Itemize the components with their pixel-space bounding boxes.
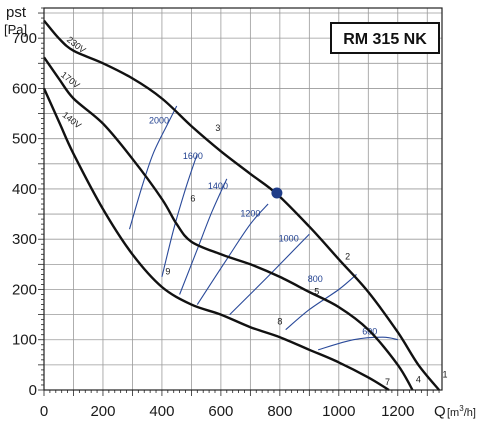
fan-curve-line [43,56,414,391]
rpm-curve [161,153,198,278]
rpm-curve [179,178,228,295]
y-tick-label: 700 [12,30,37,47]
y-axis-label: pst [6,4,27,21]
rpm-label: 1400 [208,181,228,191]
x-tick-label: 800 [267,403,292,420]
x-tick-label: 200 [90,403,115,420]
rpm-label: 1000 [279,234,299,244]
operating-point [271,187,283,199]
rpm-label: 800 [308,274,323,284]
rpm-curve [229,233,310,315]
fan-curve-line [43,19,441,391]
x-tick-label: 0 [40,403,48,420]
model-box: RM 315 NK [330,22,440,54]
point-number-label: 1 [442,369,447,379]
x-tick-label: 400 [149,403,174,420]
fan-curves [42,19,441,392]
voltage-label: 140V [60,110,83,131]
point-number-label: 4 [416,374,421,384]
rpm-label: 1200 [240,209,260,219]
rpm-label: 2000 [149,116,169,126]
point-number-label: 6 [190,194,195,204]
x-axis-label: Q [434,403,446,420]
x-tick-label: 600 [208,403,233,420]
point-number-label: 2 [345,251,350,261]
y-tick-label: 300 [12,231,37,248]
y-tick-label: 400 [12,181,37,198]
point-number-label: 8 [277,317,282,327]
plot-frame [43,7,443,391]
point-number-label: 3 [215,123,220,133]
model-label: RM 315 NK [343,31,427,48]
axes: 0 100 200 300 400 500 600 700 0 200 400 600 800 1000 1… [12,7,443,420]
rpm-label: 1600 [183,151,203,161]
y-tick-label: 100 [12,332,37,349]
y-tick-label: 500 [12,131,37,148]
voltage-label: 170V [59,70,82,91]
rpm-curve [196,203,269,305]
y-tick-label: 0 [29,382,37,399]
y-tick-label: 600 [12,80,37,97]
fan-curve-line [42,87,390,392]
x-tick-label: 1200 [381,403,414,420]
point-number-label: 7 [385,377,390,387]
grid [43,8,442,391]
y-axis-unit: [Pa] [4,22,27,37]
y-tick-label: 200 [12,281,37,298]
rpm-curve [318,336,398,351]
point-number-label: 9 [165,266,170,276]
point-number-label: 5 [314,287,319,297]
x-axis-unit: [m3/h] [447,404,476,419]
rpm-curve [128,105,178,230]
x-tick-label: 1000 [322,403,355,420]
